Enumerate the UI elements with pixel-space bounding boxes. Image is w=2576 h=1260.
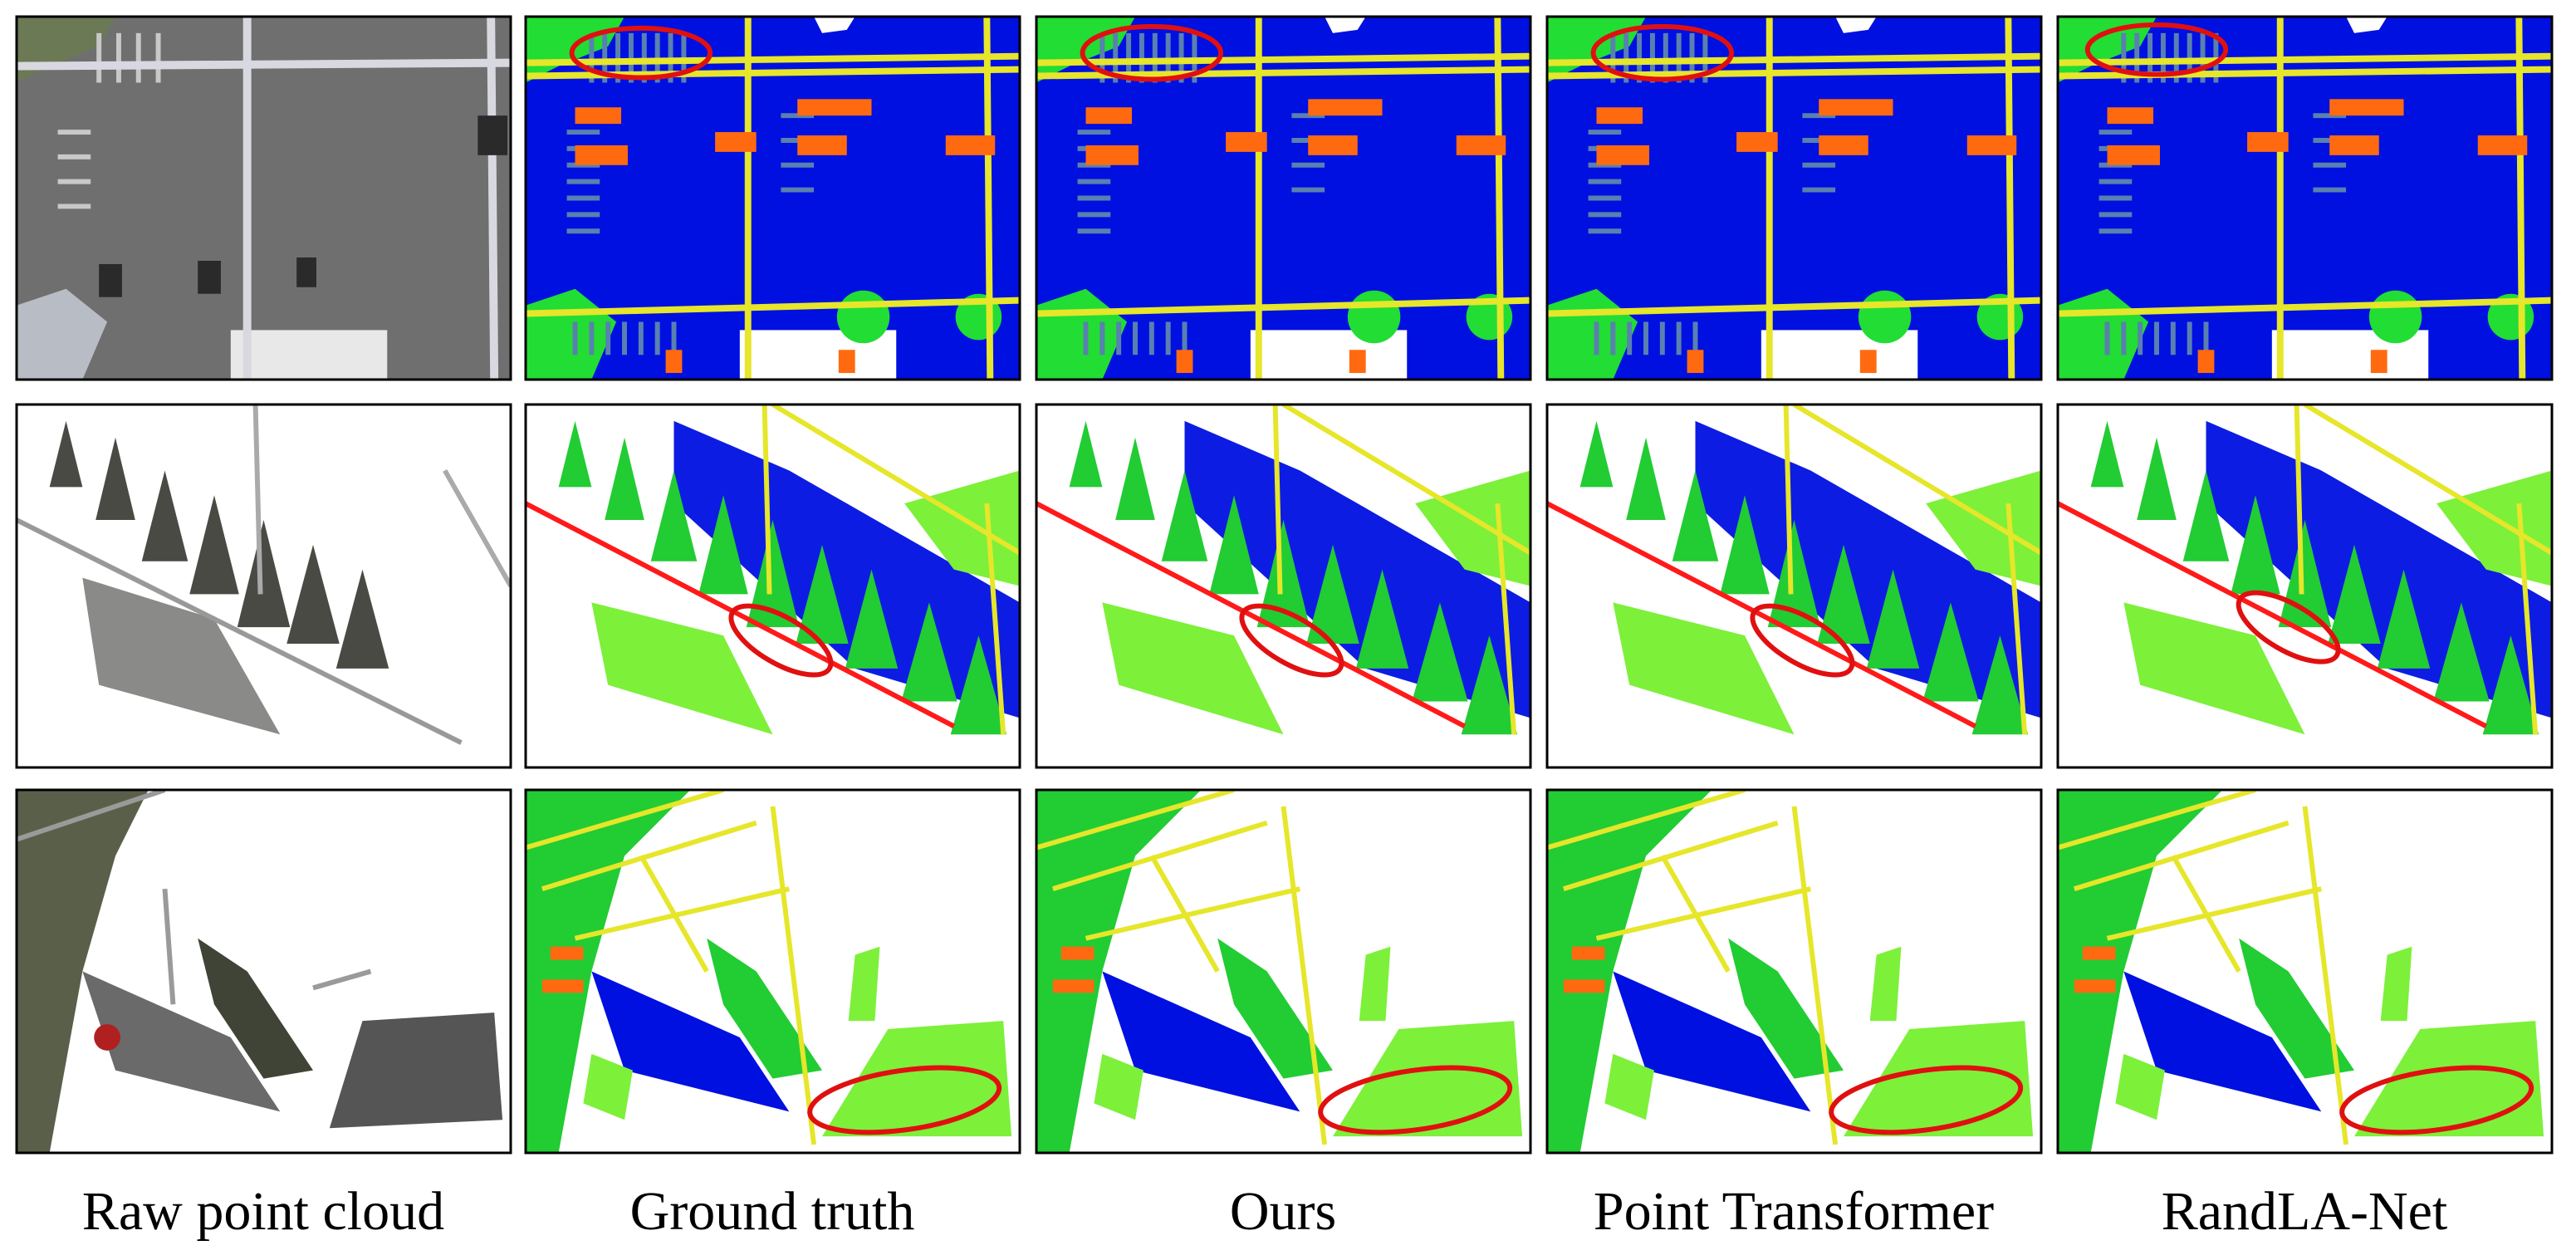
column-label: Raw point cloud (82, 1181, 444, 1242)
panel-border (1545, 788, 2043, 1155)
panel-image (2058, 17, 2552, 380)
highlight-ellipse (2236, 590, 2341, 664)
column-label: Ground truth (630, 1181, 915, 1242)
panel-border (1545, 403, 2043, 769)
point-cloud (1036, 790, 1530, 1153)
highlight-ellipse (807, 1065, 1002, 1135)
panel-image (17, 404, 511, 767)
point-cloud (1547, 17, 2041, 380)
panel-image (2058, 790, 2552, 1153)
panel-image (1547, 404, 2041, 767)
point-cloud (526, 404, 1020, 767)
highlight-ellipse (728, 603, 834, 678)
column-label: RandLA-Net (2162, 1181, 2448, 1242)
highlight-ellipse (569, 25, 713, 81)
panel-image (17, 790, 511, 1153)
point-cloud (526, 790, 1020, 1153)
panel-border (1035, 15, 1532, 381)
column-labels: Raw point cloud Ground truth Ours Point … (82, 1181, 2447, 1242)
column-label: Point Transformer (1594, 1181, 1994, 1242)
point-cloud (17, 17, 511, 380)
panel-grid (15, 15, 2554, 1155)
point-cloud (1036, 17, 1530, 380)
point-cloud (1547, 404, 2041, 767)
panel-image (1036, 17, 1530, 380)
panel-border (2056, 788, 2554, 1155)
panel-image (1036, 790, 1530, 1153)
panel-image (2058, 404, 2552, 767)
panel-border (1035, 788, 1532, 1155)
column-label: Ours (1230, 1181, 1336, 1242)
point-cloud (2058, 404, 2552, 767)
highlight-ellipse (1318, 1065, 1513, 1135)
highlight-ellipse (1829, 1065, 2024, 1135)
panel-border (15, 788, 512, 1155)
panel-image (17, 17, 511, 380)
panel-image (526, 17, 1020, 380)
highlight-ellipse (1080, 23, 1224, 82)
point-cloud (1036, 404, 1530, 767)
panel-border (1035, 403, 1532, 769)
panel-border (524, 788, 1021, 1155)
panel-border (15, 403, 512, 769)
point-cloud (1547, 790, 2041, 1153)
panel-border (1545, 15, 2043, 381)
panel-border (524, 403, 1021, 769)
panel-border (524, 15, 1021, 381)
point-cloud (2058, 790, 2552, 1153)
panel-image (1036, 404, 1530, 767)
panel-image (526, 790, 1020, 1153)
panel-image (526, 404, 1020, 767)
highlight-ellipse (1239, 603, 1344, 678)
point-cloud (17, 404, 511, 767)
highlight-ellipse (1750, 603, 1855, 678)
highlight-ellipse (1590, 23, 1735, 82)
panel-border (2056, 403, 2554, 769)
highlight-ellipse (2084, 22, 2229, 77)
panel-image (1547, 790, 2041, 1153)
panel-border (15, 15, 512, 381)
highlight-ellipse (2339, 1065, 2534, 1135)
panel-border (2056, 15, 2554, 381)
panel-image (1547, 17, 2041, 380)
point-cloud (17, 790, 511, 1153)
